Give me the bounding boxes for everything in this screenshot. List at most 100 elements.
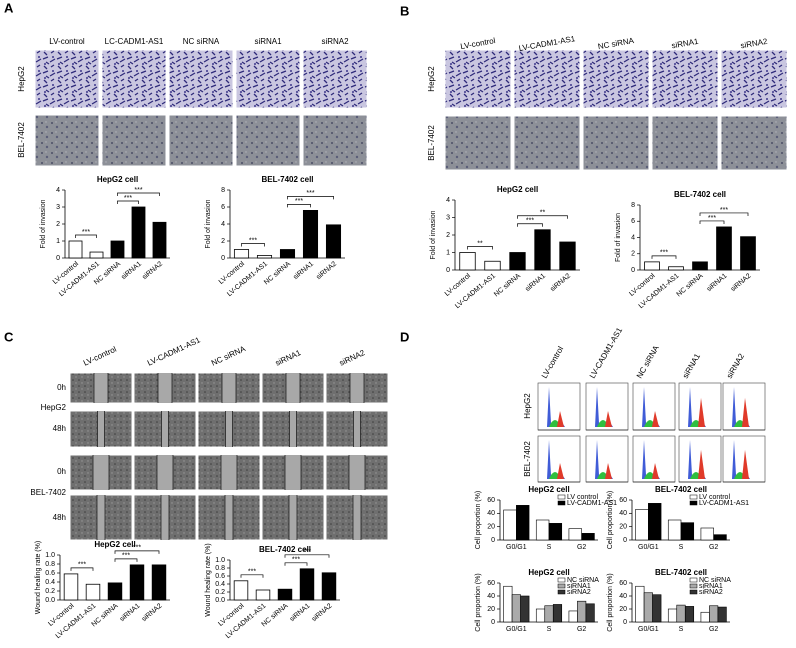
bar <box>668 266 684 271</box>
x-tick-label: G0/G1 <box>638 626 659 633</box>
wound-gap <box>157 455 173 490</box>
wound-gap <box>97 495 105 540</box>
significance-bracket <box>517 215 568 219</box>
bar <box>585 603 595 623</box>
bar <box>107 582 123 601</box>
bar <box>680 522 695 541</box>
micrograph <box>720 49 788 109</box>
row-label: HepG2 <box>427 66 436 92</box>
y-tick-label: 20 <box>487 606 495 613</box>
x-tick-label: siRNA2 <box>141 603 164 624</box>
g2-peak <box>557 463 564 479</box>
significance-label: *** <box>82 229 90 236</box>
significance-bracket <box>287 204 311 208</box>
significance-label: *** <box>306 190 314 197</box>
column-label: siRNA1 <box>681 352 703 380</box>
x-tick-label: NC siRNA <box>493 272 522 298</box>
y-tick-label: 2 <box>446 232 450 239</box>
g2-peak <box>698 397 705 427</box>
significance-bracket <box>651 255 677 259</box>
bar <box>484 260 501 271</box>
y-axis-label: Fold of invasion <box>205 199 212 248</box>
row-label: HepG2 <box>523 393 532 419</box>
y-tick-label: 0 <box>623 619 627 626</box>
wound-gap <box>225 411 233 447</box>
bar <box>644 261 660 271</box>
row-label: 0h <box>57 467 66 476</box>
y-tick-label: 0.6 <box>215 573 225 580</box>
significance-bracket <box>699 220 725 224</box>
bar <box>667 608 678 623</box>
bar <box>713 534 727 541</box>
chart-title: BEL-7402 cell <box>259 545 311 554</box>
g2-peak <box>742 397 749 427</box>
y-tick-label: 0 <box>56 255 60 262</box>
bar <box>568 528 582 541</box>
micrograph <box>444 49 512 109</box>
column-label: siRNA2 <box>740 37 769 51</box>
legend-swatch <box>557 577 566 583</box>
column-label: LC-CADM1-AS1 <box>105 37 164 46</box>
legend-label: NC siRNA <box>699 577 731 584</box>
bar <box>89 251 104 259</box>
y-tick-label: 4 <box>446 197 450 204</box>
legend-swatch <box>689 583 698 589</box>
y-tick-label: 4 <box>631 234 635 241</box>
bar <box>233 580 249 601</box>
y-tick-label: 0 <box>631 267 635 274</box>
micrograph <box>582 115 650 171</box>
significance-label: *** <box>134 187 142 194</box>
row-label: BEL-7402 <box>427 125 436 161</box>
wound-gap <box>221 455 237 490</box>
micrograph <box>168 114 234 167</box>
y-tick-label: 8 <box>221 187 225 194</box>
y-axis-label: Cell proportion (%) <box>607 573 614 631</box>
significance-bracket <box>699 212 749 216</box>
bar <box>233 249 250 259</box>
bar <box>684 606 695 623</box>
micrograph <box>101 49 167 109</box>
wound-gap <box>353 495 361 540</box>
panel-label: B <box>400 3 409 18</box>
column-label: siRNA1 <box>274 348 303 368</box>
column-label: LV-control <box>460 36 497 51</box>
row-label: HepG2 <box>41 403 67 412</box>
y-tick-label: 0 <box>446 267 450 274</box>
wound-gap <box>94 373 108 403</box>
chart-title: HepG2 cell <box>497 185 538 194</box>
significance-bracket <box>284 554 330 558</box>
significance-label: *** <box>708 215 716 222</box>
row-label: 48h <box>53 424 66 433</box>
significance-label: *** <box>526 218 534 225</box>
wound-gap <box>161 411 169 447</box>
wound-gap <box>350 373 364 403</box>
significance-bracket <box>284 562 308 566</box>
micrograph <box>34 114 100 167</box>
bar <box>520 595 530 623</box>
bar <box>692 261 708 271</box>
y-tick-label: 0.2 <box>215 589 225 596</box>
y-axis-label: Fold of invasion <box>615 213 622 262</box>
significance-label: *** <box>660 250 668 257</box>
row-label: HepG2 <box>17 66 26 92</box>
micrograph <box>302 114 368 167</box>
x-tick-label: S <box>547 544 552 551</box>
bar <box>68 240 83 259</box>
x-tick-label: siRNA1 <box>292 261 315 282</box>
chart-title: HepG2 cell <box>528 485 569 494</box>
column-label: siRNA1 <box>671 37 700 51</box>
y-tick-label: 20 <box>487 524 495 531</box>
wound-gap <box>225 495 233 540</box>
bar <box>277 588 293 601</box>
micrograph <box>235 49 301 109</box>
bar <box>302 209 319 259</box>
bar <box>459 252 476 271</box>
y-tick-label: 20 <box>619 524 627 531</box>
g2-peak <box>605 463 612 479</box>
bar <box>552 604 563 623</box>
bar <box>299 568 315 601</box>
micrograph <box>513 115 581 171</box>
x-tick-label: siRNA1 <box>524 273 547 294</box>
bar <box>151 564 167 601</box>
wound-gap <box>158 373 172 403</box>
